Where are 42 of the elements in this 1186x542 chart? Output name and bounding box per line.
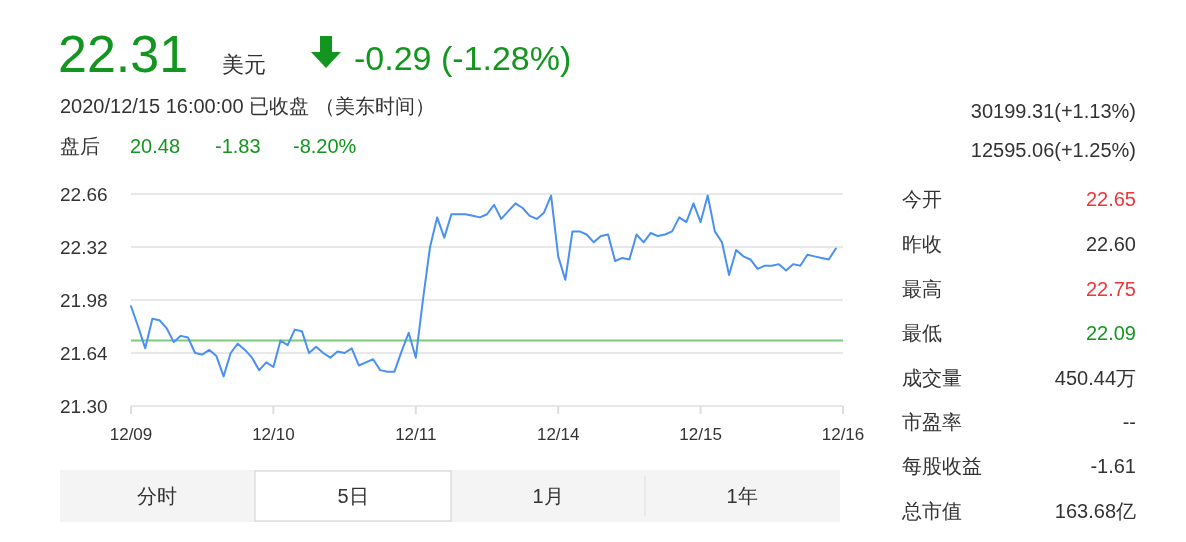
text: 5日: [337, 485, 369, 507]
text: 市盈率: [902, 411, 962, 433]
text: 每股收益: [902, 455, 982, 477]
text: 2020/12/15 16:00:00 已收盘 （美东时间）: [60, 95, 435, 117]
text: 1月: [532, 485, 564, 507]
text: -1.61: [1090, 455, 1136, 477]
x-tick-label: 12/11: [395, 425, 437, 444]
text: 30199.31(+1.13%): [970, 100, 1136, 122]
text: -0.29 (-1.28%): [354, 39, 572, 77]
text: 22.75: [1085, 278, 1136, 300]
text: 450.44万: [1054, 367, 1136, 389]
text: 今开: [902, 188, 942, 210]
chart-title: 22.31: [58, 25, 189, 83]
x-tick-label: 12/16: [821, 425, 865, 444]
text: -1.83: [215, 135, 261, 157]
y-tick-label: 21.30: [60, 396, 108, 417]
text: -8.20%: [293, 135, 357, 157]
text: 163.68亿: [1054, 500, 1136, 522]
x-tick-label: 12/10: [252, 425, 295, 444]
x-tick-label: 12/09: [109, 425, 153, 444]
text: --: [1122, 411, 1136, 433]
text: 昨收: [902, 233, 942, 255]
x-tick-label: 12/14: [536, 425, 580, 444]
text: 12595.06(+1.25%): [970, 139, 1136, 161]
text: 22.65: [1085, 188, 1136, 210]
text: 盘后: [60, 135, 100, 157]
text: 最高: [902, 278, 942, 300]
text: 美元: [222, 52, 266, 77]
y-tick-label: 22.66: [60, 184, 108, 205]
y-tick-label: 21.98: [60, 290, 108, 311]
text: 分时: [137, 485, 177, 507]
text: 22.09: [1085, 322, 1136, 344]
text: 总市值: [901, 500, 962, 522]
text: 1年: [726, 485, 758, 507]
y-tick-label: 21.64: [60, 343, 108, 364]
line-series: [130, 194, 837, 378]
text: 最低: [902, 322, 942, 344]
text: 22.60: [1085, 233, 1136, 255]
text: 20.48: [130, 135, 181, 157]
x-tick-label: 12/15: [679, 425, 722, 444]
y-tick-label: 22.32: [60, 237, 108, 258]
text: 成交量: [902, 367, 962, 389]
